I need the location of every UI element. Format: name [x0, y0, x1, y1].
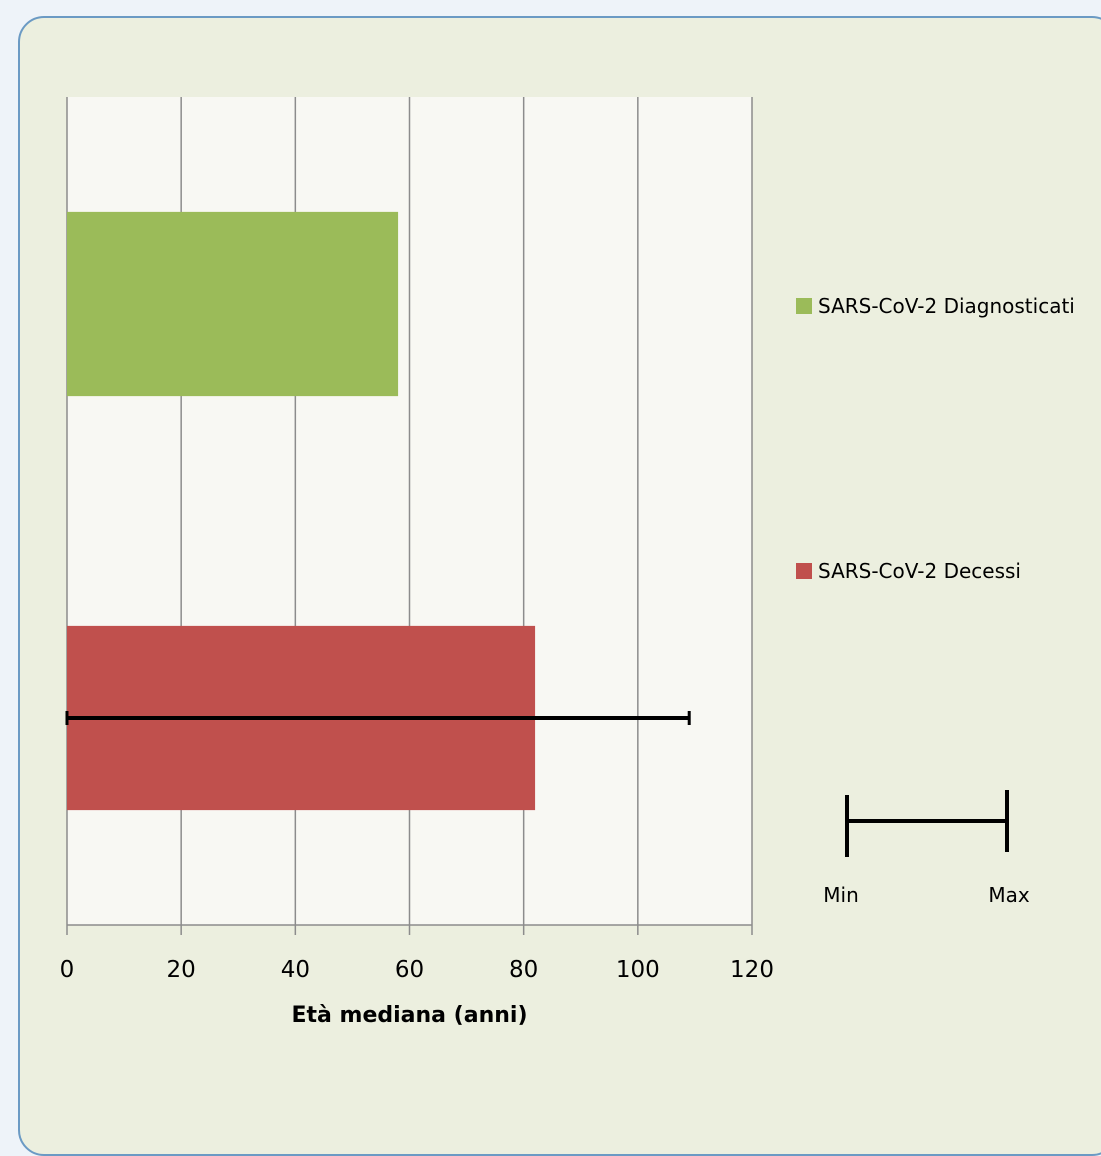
- x-tick-label: 0: [60, 957, 75, 983]
- x-tick-label: 60: [395, 957, 424, 983]
- legend-label: SARS-CoV-2 Diagnosticati: [818, 294, 1075, 318]
- error-bar-legend: Min Max: [823, 790, 1030, 907]
- x-tick-label: 100: [616, 957, 660, 983]
- x-tick-label: 40: [281, 957, 310, 983]
- bar-chart: 0 20 40 60 80 100 120 Età mediana (anni) SARS-…: [60, 97, 1075, 1028]
- legend-swatch: [796, 563, 812, 579]
- x-tick-label: 20: [167, 957, 196, 983]
- x-tick-label: 80: [509, 957, 538, 983]
- legend-swatch: [796, 298, 812, 314]
- error-legend-max-label: Max: [988, 883, 1030, 907]
- x-axis-title: Età mediana (anni): [291, 1003, 527, 1028]
- legend-label: SARS-CoV-2 Decessi: [818, 559, 1021, 583]
- x-axis: [66, 924, 753, 935]
- error-bars: [65, 711, 691, 725]
- legend: SARS-CoV-2 Diagnosticati SARS-CoV-2 Deces…: [796, 294, 1075, 583]
- error-legend-min-label: Min: [823, 883, 859, 907]
- x-tick-labels: 0 20 40 60 80 100 120: [60, 957, 774, 983]
- x-tick-label: 120: [730, 957, 774, 983]
- bar: [67, 211, 399, 397]
